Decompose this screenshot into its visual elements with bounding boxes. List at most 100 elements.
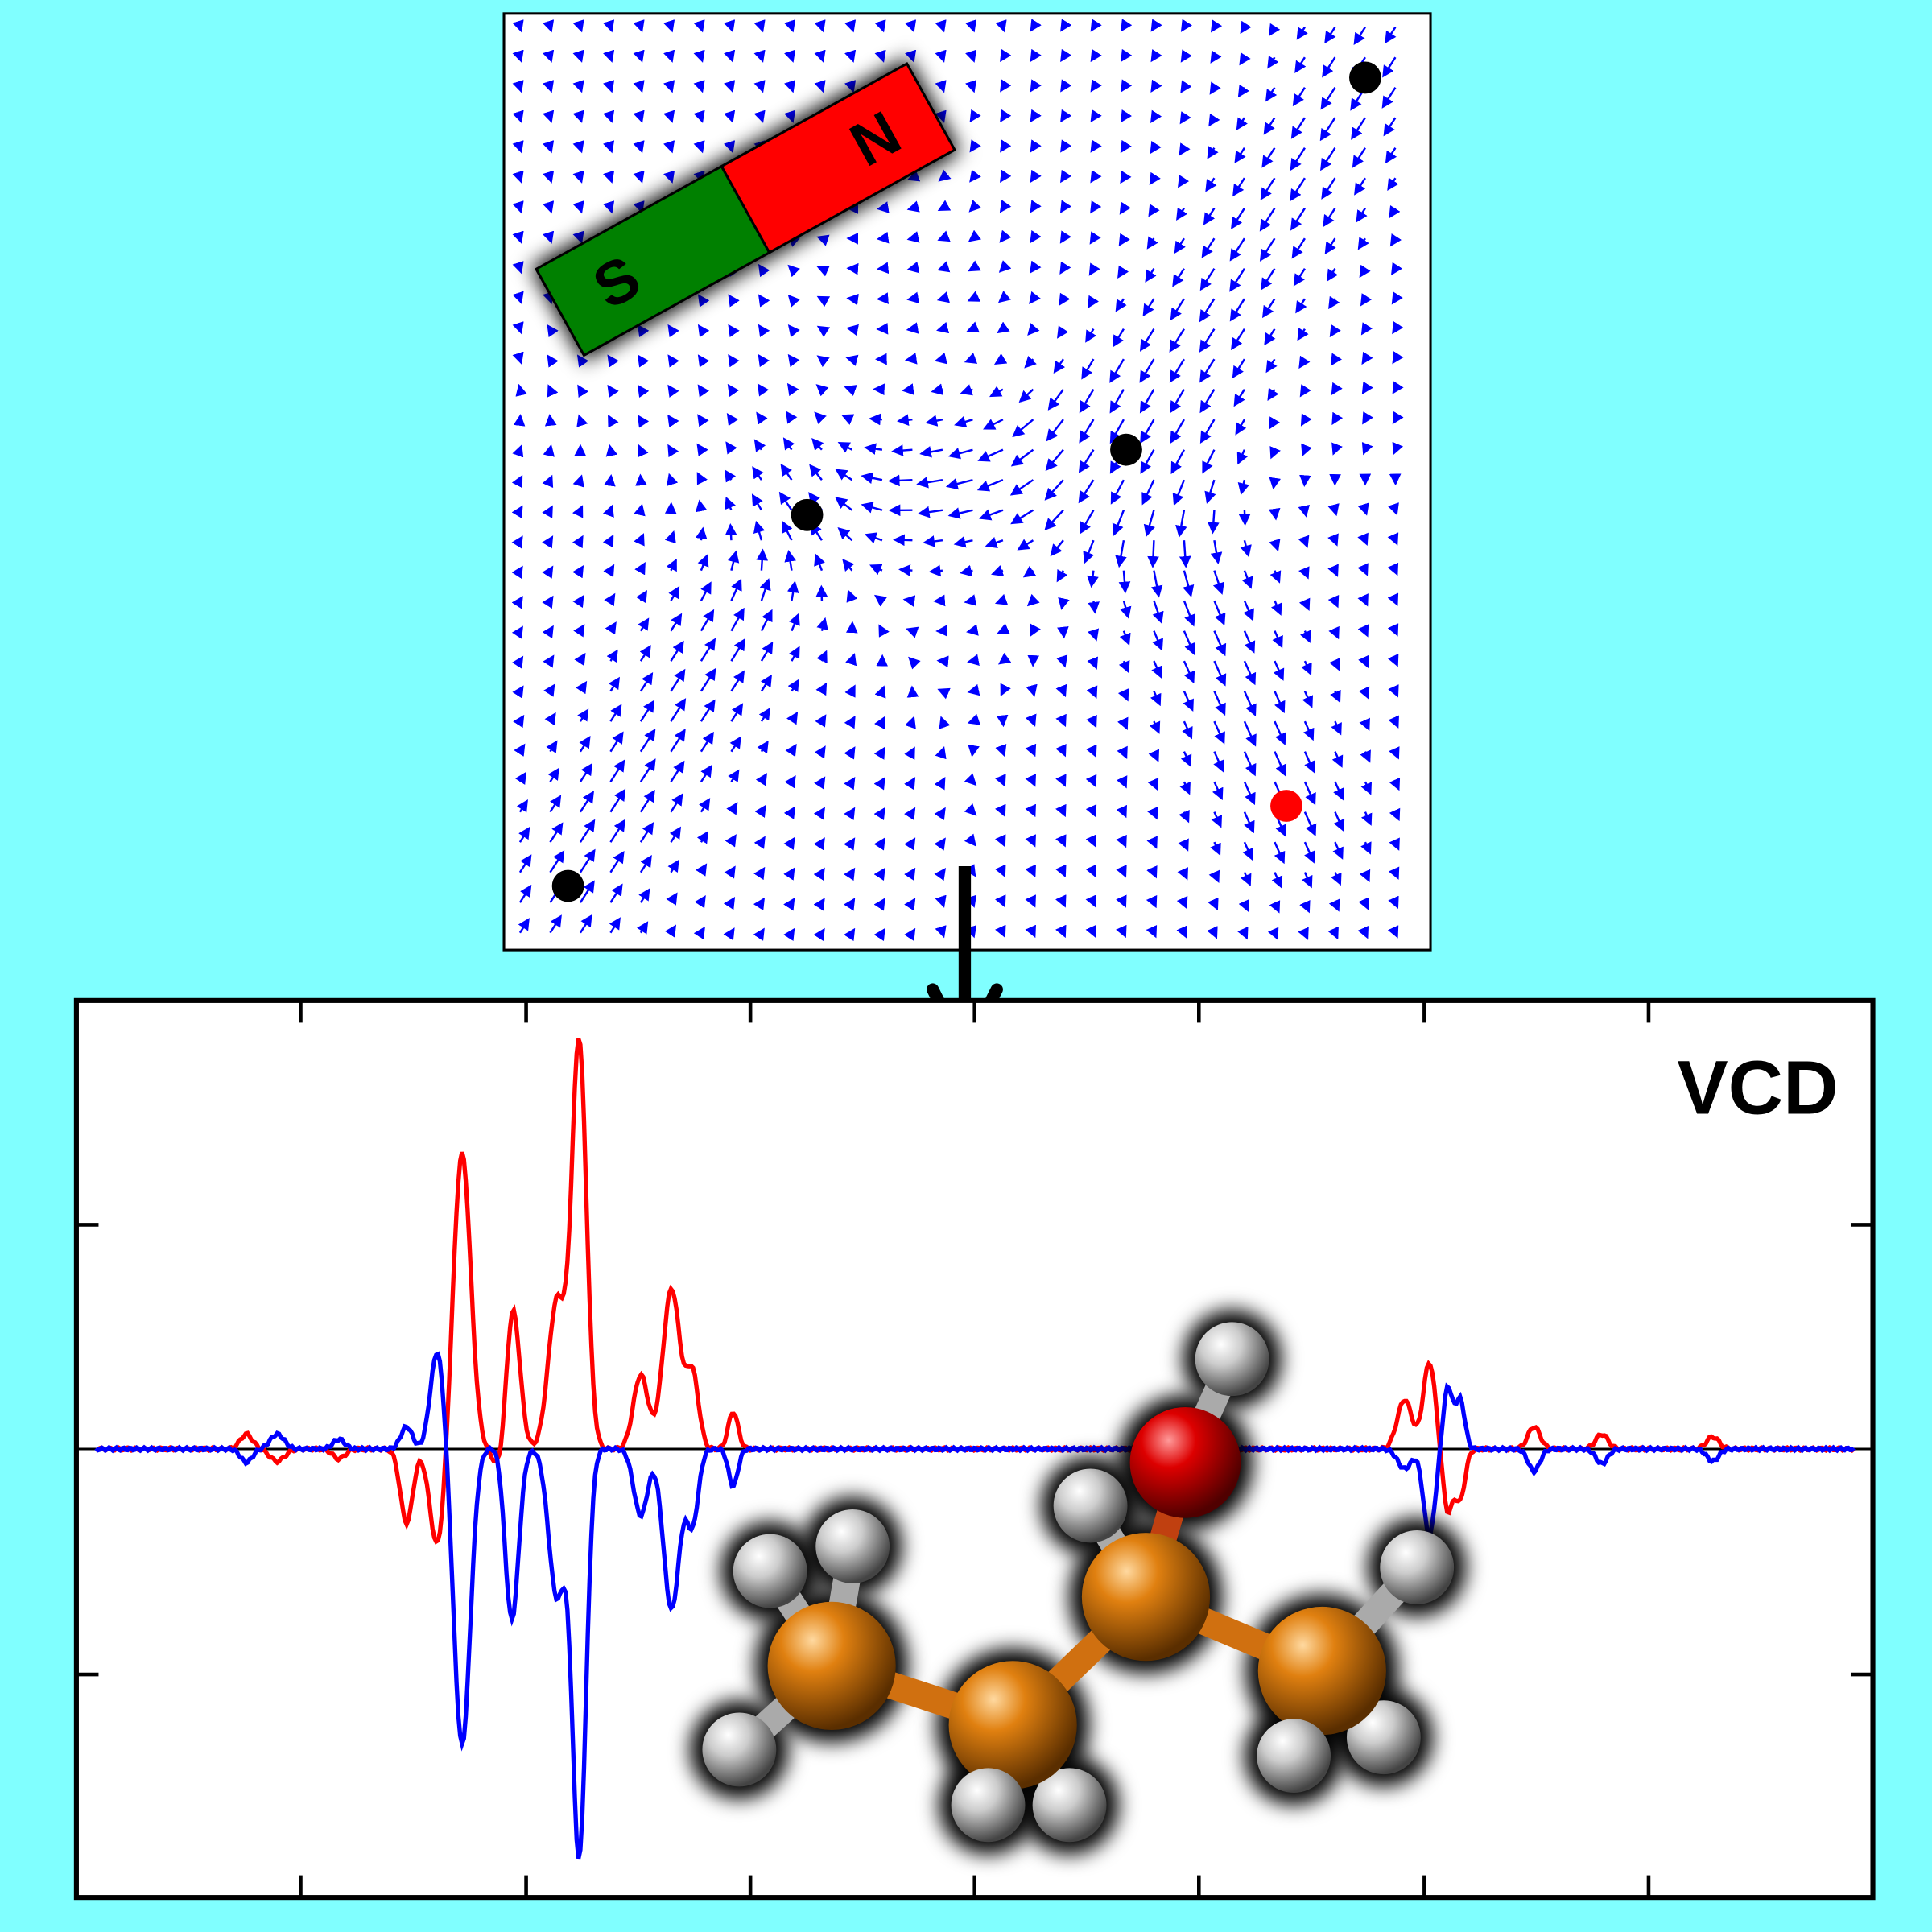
field-arrow (1030, 260, 1042, 274)
field-arrow (666, 892, 678, 906)
field-arrow (999, 229, 1012, 243)
field-arrow (543, 19, 555, 33)
field-arrow (576, 414, 588, 427)
field-arrow (1169, 358, 1185, 383)
field-arrow (916, 476, 943, 489)
field-arrow (1259, 208, 1276, 232)
field-arrow (572, 594, 584, 609)
field-arrow (572, 200, 584, 214)
field-arrow (1290, 177, 1306, 202)
field-arrow (1387, 592, 1399, 606)
field-arrow (1213, 630, 1227, 657)
field-arrow (1391, 291, 1403, 305)
field-arrow (667, 414, 679, 428)
field-arrow (1392, 381, 1404, 394)
field-arrow (1233, 389, 1245, 407)
field-arrow (1292, 87, 1306, 107)
field-arrow (783, 806, 796, 819)
field-arrow (1055, 774, 1067, 787)
field-arrow (547, 384, 559, 398)
field-arrow (572, 535, 584, 549)
field-arrow (609, 883, 623, 903)
field-arrow (1116, 804, 1128, 819)
field-arrow (760, 674, 772, 692)
field-arrow (1327, 594, 1340, 609)
field-arrow (1000, 683, 1011, 697)
field-arrow (995, 924, 1006, 939)
field-arrow (542, 595, 554, 609)
field-arrow (1079, 389, 1095, 414)
field-arrow (1269, 570, 1282, 584)
field-arrow (512, 170, 524, 184)
field-arrow (814, 49, 826, 63)
field-arrow (1271, 872, 1283, 889)
field-arrow (1360, 293, 1373, 307)
field-arrow (786, 382, 799, 397)
field-arrow (572, 564, 584, 579)
field-arrow (1058, 597, 1070, 610)
field-arrow (1024, 355, 1037, 369)
field-arrow (1388, 684, 1399, 698)
field-arrow (1388, 866, 1400, 880)
field-arrow (1207, 146, 1219, 159)
field-arrow (1261, 268, 1276, 291)
field-arrow (873, 927, 886, 942)
field-arrow (758, 324, 770, 338)
field-arrow (813, 867, 825, 881)
field-arrow (758, 263, 770, 278)
field-arrow (965, 894, 977, 908)
field-arrow (1120, 109, 1133, 123)
field-arrow (603, 109, 615, 123)
field-arrow (547, 354, 559, 368)
field-arrow (1389, 777, 1401, 791)
field-arrow (1179, 809, 1190, 824)
field-arrow (1151, 660, 1162, 679)
field-arrow (1174, 237, 1186, 254)
field-arrow (864, 532, 883, 544)
field-arrow (1199, 419, 1216, 444)
nucleus-highlight (1270, 790, 1302, 822)
atom (948, 1661, 1077, 1790)
field-arrow (1302, 872, 1313, 889)
field-arrow (845, 653, 857, 667)
field-arrow (633, 19, 645, 33)
field-arrow (1170, 419, 1185, 444)
field-arrow (1116, 894, 1127, 908)
field-arrow (667, 859, 679, 873)
field-arrow (1392, 411, 1404, 425)
field-arrow (669, 826, 682, 843)
field-arrow (544, 712, 556, 726)
nucleus (791, 498, 824, 531)
field-arrow (1330, 689, 1341, 704)
field-arrow (1000, 139, 1012, 153)
field-arrow (1088, 601, 1100, 614)
field-arrow (512, 291, 524, 304)
field-arrow (904, 746, 915, 760)
field-arrow (1030, 109, 1042, 123)
field-arrow (1169, 328, 1185, 353)
field-arrow (1381, 87, 1397, 109)
field-arrow (897, 414, 913, 426)
field-arrow (1360, 841, 1372, 855)
field-arrow (1243, 630, 1256, 654)
field-arrow (995, 774, 1006, 787)
field-arrow (968, 260, 981, 272)
field-arrow (1359, 869, 1371, 883)
field-arrow (814, 745, 826, 759)
field-arrow (937, 230, 951, 242)
field-arrow (1118, 233, 1130, 246)
field-arrow (1357, 237, 1369, 250)
field-arrow (1329, 324, 1341, 338)
field-arrow (1119, 630, 1131, 646)
field-arrow (724, 865, 736, 879)
field-arrow (1000, 109, 1012, 123)
field-arrow (693, 49, 705, 63)
field-arrow (960, 564, 973, 577)
field-arrow (1388, 895, 1399, 910)
field-arrow (1088, 628, 1100, 642)
field-arrow (1358, 654, 1369, 669)
field-arrow (964, 594, 977, 606)
field-arrow (1387, 562, 1399, 576)
field-arrow (1030, 229, 1042, 244)
field-arrow (1213, 720, 1225, 745)
